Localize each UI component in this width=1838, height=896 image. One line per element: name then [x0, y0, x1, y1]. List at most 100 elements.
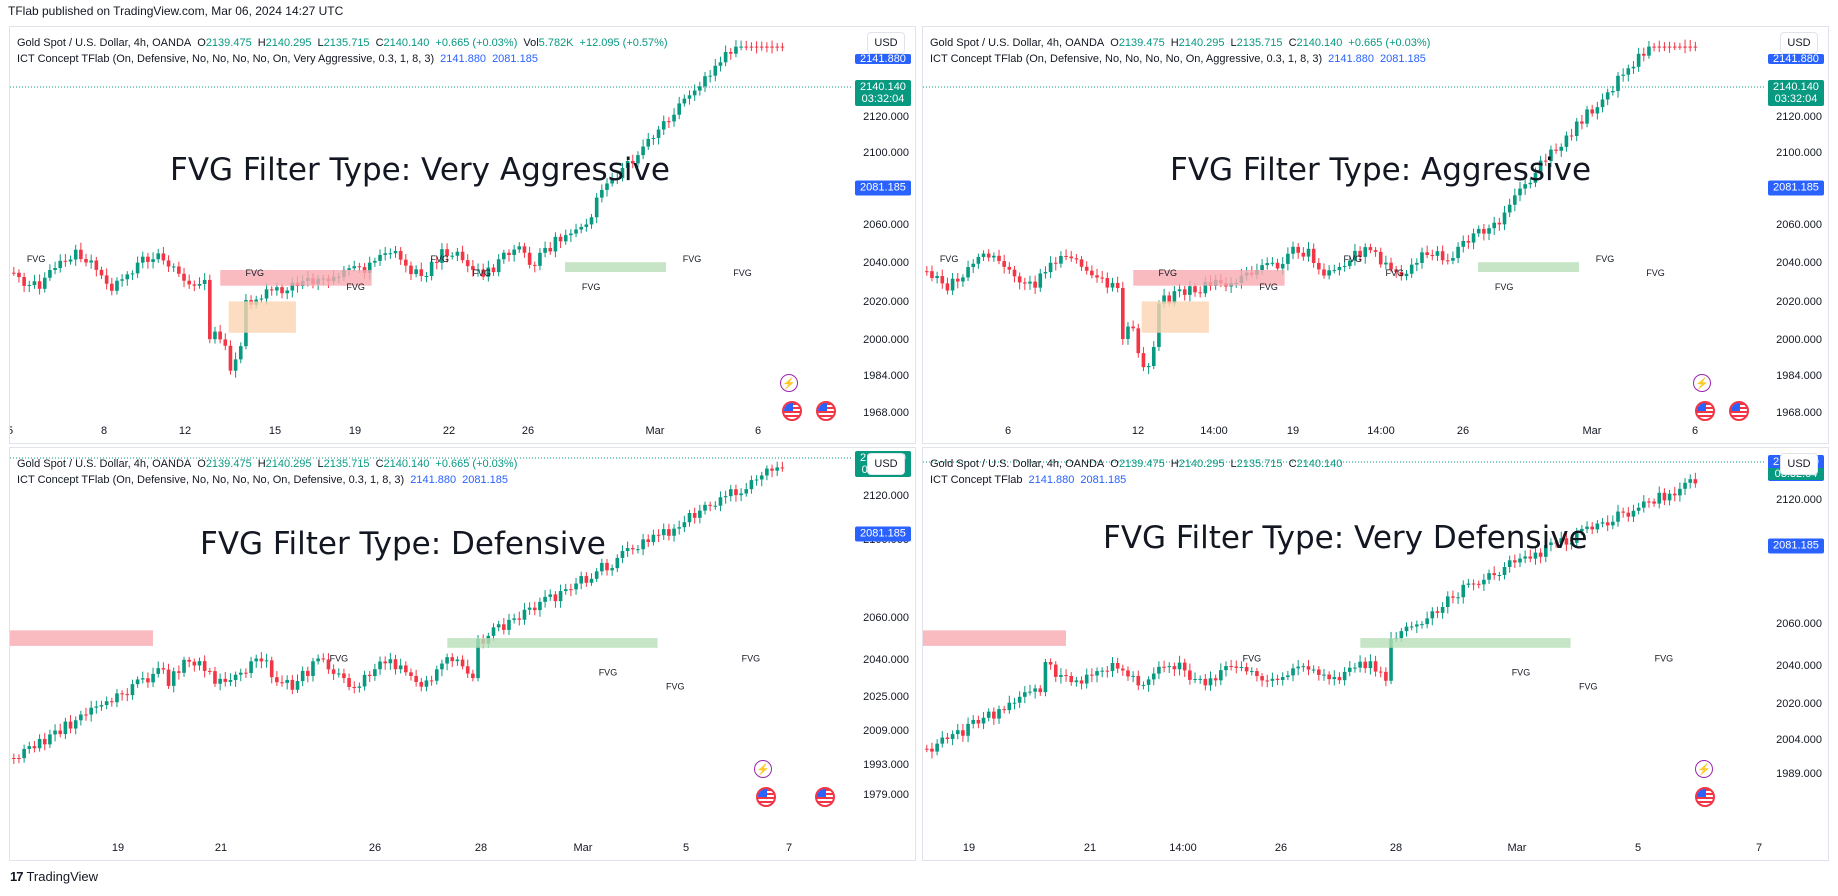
candle: [507, 619, 511, 630]
candle: [465, 260, 470, 267]
candle: [1435, 611, 1440, 613]
candle: [1378, 671, 1383, 673]
time-tick: 5: [10, 425, 13, 437]
time-tick: Mar: [1507, 842, 1527, 854]
candle: [1172, 666, 1177, 670]
time-axis[interactable]: 19 21 14:00 26 28 Mar 5 7: [923, 836, 1764, 860]
candle: [161, 253, 166, 261]
price-tick: 2060.000: [863, 612, 909, 624]
candle: [1528, 556, 1533, 559]
candle: [434, 669, 439, 681]
us-flag-icon[interactable]: [782, 401, 802, 421]
indicator-name[interactable]: ICT Concept TFlab (On, Defensive, No, No…: [930, 53, 1323, 65]
lightning-icon[interactable]: ⚡: [780, 374, 798, 392]
time-axis[interactable]: 19 21 26 28 Mar 5 7: [10, 836, 851, 860]
candle: [32, 746, 37, 749]
candle: [698, 86, 702, 91]
candle: [1683, 482, 1687, 489]
time-axis[interactable]: 6 12 14:00 19 14:00 26 Mar 6: [923, 419, 1764, 443]
attribution: TFlab published on TradingView.com, Mar …: [8, 4, 344, 18]
candle: [1038, 688, 1043, 693]
candle: [1688, 479, 1693, 483]
price-tick: 2004.000: [1776, 734, 1822, 746]
fvg-zone: [1133, 270, 1285, 286]
candle: [471, 266, 475, 270]
candle: [610, 568, 614, 571]
candle: [347, 678, 351, 687]
candle: [269, 660, 274, 678]
candle: [1121, 668, 1125, 671]
chart-legend: Gold Spot / U.S. Dollar, 4h, OANDA O2139.…: [930, 456, 1348, 488]
us-flag-icon[interactable]: [1695, 401, 1715, 421]
candle: [12, 272, 16, 274]
candle: [1389, 262, 1393, 270]
candle: [1647, 501, 1651, 503]
footer-brand[interactable]: TradingView: [26, 869, 99, 884]
candle: [749, 480, 754, 490]
candle: [1110, 282, 1115, 288]
us-flag-icon[interactable]: [1695, 787, 1715, 807]
candle: [775, 467, 780, 471]
candle: [765, 468, 769, 476]
candle: [1688, 46, 1693, 48]
candle: [300, 670, 305, 682]
candle: [945, 283, 950, 291]
candle: [1291, 246, 1295, 254]
us-flag-icon[interactable]: [815, 787, 835, 807]
lightning-icon[interactable]: ⚡: [754, 760, 772, 778]
indicator-name[interactable]: ICT Concept TFlab: [930, 474, 1023, 486]
candle: [744, 46, 749, 48]
candle: [1136, 328, 1141, 354]
fvg-label: FVG: [1646, 268, 1665, 278]
candle: [213, 671, 217, 684]
price-tick: 1993.000: [863, 759, 909, 771]
candle: [754, 479, 759, 481]
currency-button[interactable]: USD: [1780, 32, 1818, 54]
price-chart[interactable]: FVG FVG FVG FVG: [10, 448, 851, 836]
price-axis[interactable]: 2120.0002100.0002060.0002040.0002025.000…: [851, 448, 915, 860]
candle: [166, 669, 171, 686]
candle: [600, 189, 604, 198]
chart-panel-very-defensive[interactable]: Gold Spot / U.S. Dollar, 4h, OANDA O2139.…: [922, 447, 1829, 861]
price-chart[interactable]: FVG FVG FVG FVG: [923, 448, 1764, 836]
price-chart[interactable]: FVG FVG FVG FVG FVG FVG FVG FVG: [10, 27, 851, 419]
candle: [1033, 688, 1037, 692]
candle: [522, 246, 527, 253]
time-tick: Mar: [1582, 425, 1602, 437]
price-chart[interactable]: FVG FVG FVG FVG FVG FVG FVG FVG: [923, 27, 1764, 419]
candle: [734, 489, 738, 496]
lightning-icon[interactable]: ⚡: [1693, 374, 1711, 392]
candle: [1033, 281, 1037, 288]
candle: [1507, 204, 1512, 213]
candle: [1667, 493, 1672, 501]
chart-panel-aggressive[interactable]: Gold Spot / U.S. Dollar, 4h, OANDA O2139.…: [922, 26, 1829, 444]
candle: [692, 513, 697, 518]
currency-button[interactable]: USD: [867, 453, 905, 475]
candle: [584, 224, 589, 227]
time-axis[interactable]: 5 8 12 15 19 22 26 Mar 6: [10, 419, 851, 443]
legend-o-label: O: [197, 37, 206, 49]
price-axis[interactable]: 2120.0002100.0002060.0002040.0002020.000…: [1764, 448, 1828, 860]
indicator-name[interactable]: ICT Concept TFlab (On, Defensive, No, No…: [17, 474, 405, 486]
fvg-label: FVG: [1344, 254, 1363, 264]
chart-panel-very-aggressive[interactable]: Gold Spot / U.S. Dollar, 4h, OANDA O2139.…: [9, 26, 916, 444]
indicator-name[interactable]: ICT Concept TFlab (On, Defensive, No, No…: [17, 53, 435, 65]
us-flag-icon[interactable]: [756, 787, 776, 807]
price-tick: 2060.000: [1776, 618, 1822, 630]
candle: [388, 253, 393, 255]
fvg-label: FVG: [1158, 268, 1177, 278]
us-flag-icon[interactable]: [1729, 401, 1749, 421]
candle: [1270, 262, 1275, 264]
currency-button[interactable]: USD: [1780, 453, 1818, 475]
legend-vol-label: Vol: [523, 37, 539, 49]
candle: [27, 746, 32, 749]
fvg-label: FVG: [1512, 667, 1531, 677]
candle: [625, 548, 630, 552]
us-flag-icon[interactable]: [816, 401, 836, 421]
lightning-icon[interactable]: ⚡: [1695, 760, 1713, 778]
chart-panel-defensive[interactable]: Gold Spot / U.S. Dollar, 4h, OANDA O2139.…: [9, 447, 916, 861]
currency-button[interactable]: USD: [867, 32, 905, 54]
candle: [192, 661, 197, 666]
